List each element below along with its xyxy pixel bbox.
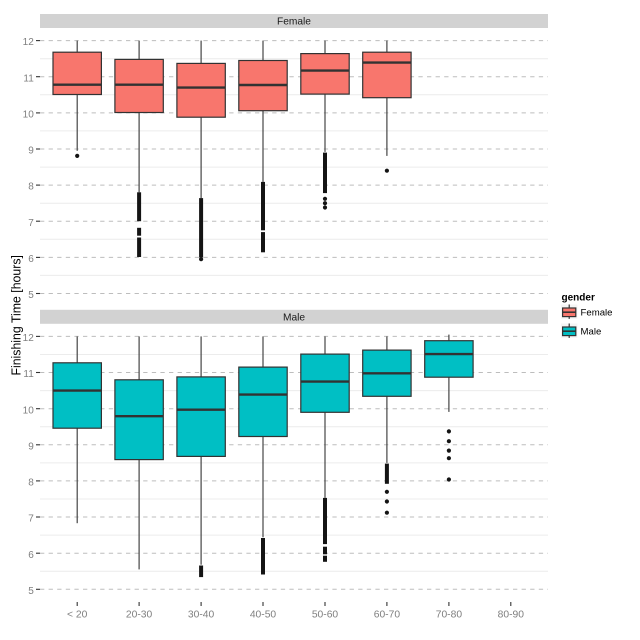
svg-text:5: 5 [28, 290, 34, 301]
svg-text:40-50: 40-50 [250, 609, 277, 620]
svg-text:20-30: 20-30 [126, 609, 153, 620]
svg-text:6: 6 [28, 254, 34, 265]
svg-text:Female: Female [277, 17, 311, 28]
svg-text:50-60: 50-60 [312, 609, 339, 620]
svg-text:8: 8 [28, 182, 34, 193]
svg-text:7: 7 [28, 514, 34, 525]
svg-text:5: 5 [28, 586, 34, 597]
svg-text:10: 10 [23, 405, 35, 416]
svg-text:6: 6 [28, 550, 34, 561]
svg-text:gender: gender [562, 293, 595, 304]
svg-text:10: 10 [23, 110, 35, 121]
svg-text:11: 11 [23, 369, 34, 380]
svg-text:< 20: < 20 [67, 609, 88, 620]
svg-text:11: 11 [23, 73, 34, 84]
svg-text:60-70: 60-70 [374, 609, 401, 620]
svg-text:9: 9 [28, 441, 34, 452]
svg-text:80-90: 80-90 [498, 609, 525, 620]
svg-text:Finishing Time [hours]: Finishing Time [hours] [10, 255, 24, 376]
svg-text:Male: Male [283, 312, 305, 323]
svg-text:9: 9 [28, 146, 34, 157]
svg-text:Male: Male [581, 327, 602, 338]
svg-text:70-80: 70-80 [436, 609, 463, 620]
svg-text:12: 12 [23, 333, 35, 344]
svg-text:Female: Female [581, 308, 613, 319]
svg-text:30-40: 30-40 [188, 609, 215, 620]
svg-text:8: 8 [28, 478, 34, 489]
svg-text:7: 7 [28, 218, 34, 229]
svg-text:12: 12 [23, 37, 35, 48]
